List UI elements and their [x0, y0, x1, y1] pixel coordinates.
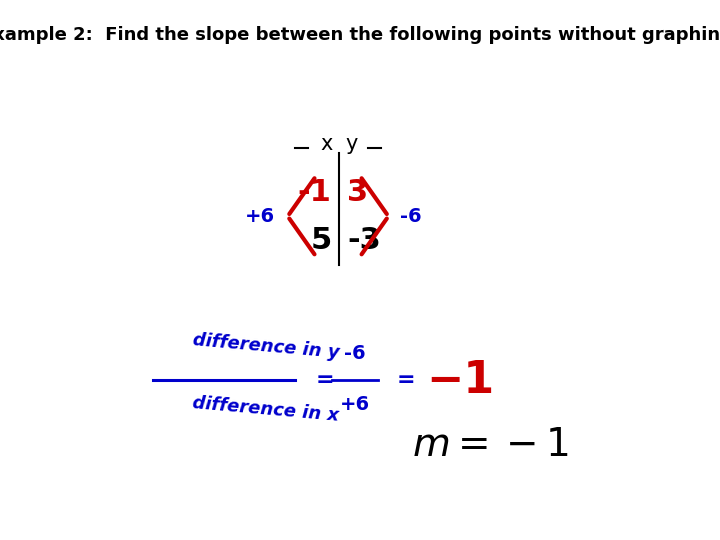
Text: difference in x: difference in x [192, 394, 340, 425]
Text: Example 2:  Find the slope between the following points without graphing.: Example 2: Find the slope between the fo… [0, 25, 720, 44]
Text: +6: +6 [340, 395, 370, 414]
Text: =: = [316, 370, 335, 390]
Text: =: = [396, 370, 415, 390]
Text: x: x [321, 134, 333, 154]
Text: y: y [346, 134, 358, 154]
Text: -1: -1 [297, 178, 332, 207]
Text: -6: -6 [344, 344, 366, 363]
Text: -3: -3 [347, 226, 381, 255]
Text: difference in y: difference in y [192, 331, 341, 362]
Text: $m = -1$: $m = -1$ [412, 426, 568, 464]
Text: −1: −1 [426, 359, 495, 402]
Text: 3: 3 [347, 178, 368, 207]
Text: +6: +6 [245, 207, 275, 226]
Text: 5: 5 [310, 226, 332, 255]
Text: -6: -6 [400, 207, 421, 226]
